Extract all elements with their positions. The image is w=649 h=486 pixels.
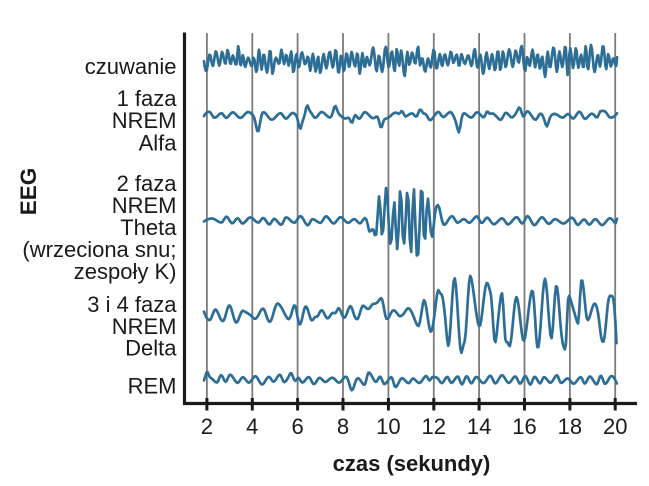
svg-text:16: 16 (512, 414, 536, 439)
svg-text:6: 6 (291, 414, 303, 439)
svg-text:(wrzeciona snu;: (wrzeciona snu; (22, 237, 176, 262)
svg-text:14: 14 (467, 414, 491, 439)
svg-text:2 faza: 2 faza (117, 171, 178, 196)
svg-text:18: 18 (558, 414, 582, 439)
svg-text:NREM: NREM (112, 193, 177, 218)
svg-text:zespoły K): zespoły K) (74, 259, 177, 284)
svg-text:czas (sekundy): czas (sekundy) (333, 451, 491, 476)
svg-text:2: 2 (201, 414, 213, 439)
svg-text:20: 20 (603, 414, 627, 439)
svg-text:4: 4 (246, 414, 258, 439)
svg-text:NREM: NREM (112, 108, 177, 133)
svg-text:Theta: Theta (120, 215, 177, 240)
svg-text:REM: REM (128, 374, 177, 399)
svg-text:Delta: Delta (125, 336, 177, 361)
svg-text:3 i 4 faza: 3 i 4 faza (87, 292, 177, 317)
svg-text:czuwanie: czuwanie (85, 54, 177, 79)
svg-text:1 faza: 1 faza (117, 86, 178, 111)
svg-text:EEG: EEG (16, 168, 41, 216)
svg-text:Alfa: Alfa (139, 130, 178, 155)
svg-text:NREM: NREM (112, 314, 177, 339)
svg-text:12: 12 (422, 414, 446, 439)
svg-text:10: 10 (376, 414, 400, 439)
svg-text:8: 8 (337, 414, 349, 439)
